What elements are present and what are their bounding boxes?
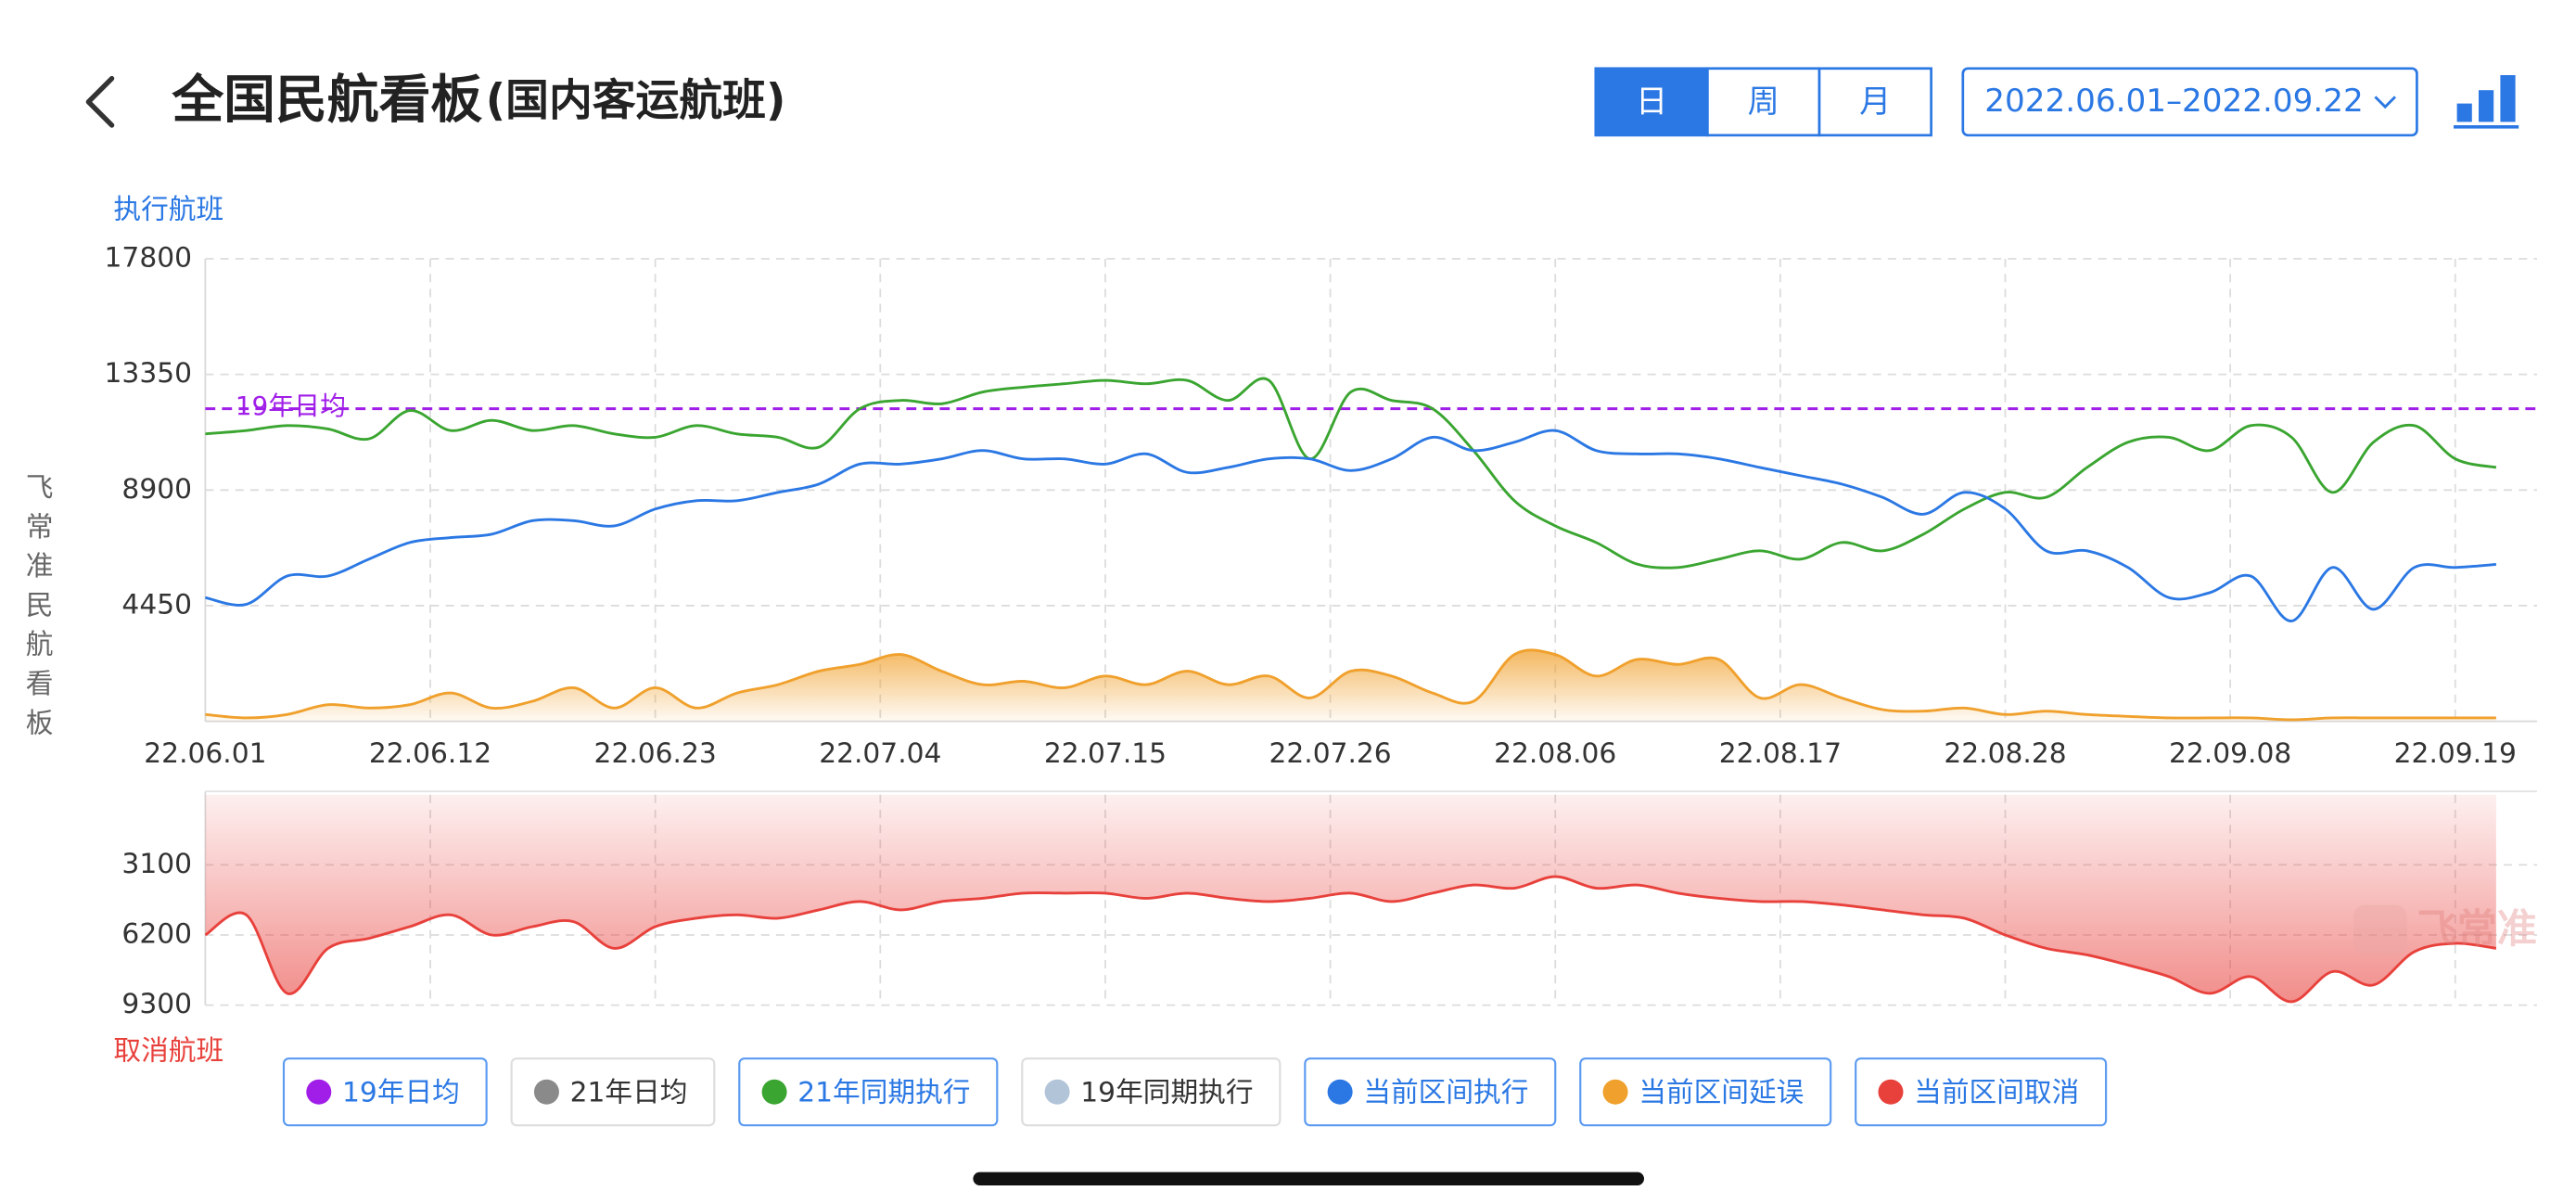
x-tick-label: 22.07.04 bbox=[819, 737, 941, 770]
period-tab[interactable] bbox=[1706, 67, 1821, 137]
period-tab[interactable] bbox=[1817, 67, 1932, 137]
legend-swatch bbox=[306, 1079, 332, 1105]
series-line bbox=[204, 875, 2497, 1004]
y-tick-label: 6200 bbox=[121, 918, 192, 951]
date-picker[interactable] bbox=[1961, 67, 2418, 137]
icon-underline bbox=[2454, 125, 2519, 129]
x-tick-label: 22.06.12 bbox=[369, 737, 491, 770]
legend-item[interactable] bbox=[1855, 1057, 2108, 1127]
watermark-logo bbox=[2353, 904, 2407, 955]
series-line bbox=[205, 648, 2496, 722]
legend-label: 21年日均 bbox=[570, 1077, 688, 1109]
legend-swatch bbox=[533, 1079, 559, 1105]
area-fill bbox=[205, 649, 2496, 722]
side-label: 飞常准民航看板 bbox=[20, 472, 53, 747]
x-tick-label: 22.09.19 bbox=[2394, 737, 2517, 770]
icon-bar bbox=[2500, 75, 2516, 122]
x-tick-label: 22.08.06 bbox=[1494, 737, 1616, 770]
y-tick-label: 8900 bbox=[121, 473, 192, 506]
y-tick-label: 4450 bbox=[121, 588, 192, 621]
y-axis-title: 取消航班 bbox=[113, 1035, 223, 1068]
x-tick-label: 22.08.17 bbox=[1719, 737, 1842, 770]
legend-item[interactable] bbox=[1579, 1057, 1832, 1127]
x-tick-label: 22.06.23 bbox=[594, 737, 717, 770]
x-tick-label: 22.07.26 bbox=[1269, 737, 1391, 770]
legend-item[interactable] bbox=[738, 1057, 999, 1127]
legend-label: 19年日均 bbox=[342, 1077, 460, 1109]
legend-label: 当前区间执行 bbox=[1363, 1077, 1528, 1109]
y-tick-label: 3100 bbox=[121, 848, 192, 880]
legend-item[interactable] bbox=[510, 1057, 716, 1127]
legend-swatch bbox=[761, 1079, 787, 1105]
reference-label: 19年日均 bbox=[236, 391, 346, 421]
legend-swatch bbox=[1878, 1079, 1904, 1105]
series-line bbox=[205, 429, 2496, 622]
legend-label: 19年同期执行 bbox=[1080, 1077, 1253, 1109]
period-tab-label: 周 bbox=[1748, 83, 1779, 121]
watermark: 飞常准 bbox=[2353, 904, 2537, 955]
legend-swatch bbox=[1602, 1079, 1628, 1105]
x-tick-label: 22.06.01 bbox=[144, 737, 266, 770]
y-tick-label: 17800 bbox=[105, 242, 192, 275]
charts: 4450 8900 13350 17800 执行航班 22.06.01 22.06.12 22… bbox=[105, 193, 2538, 1068]
icon-bar bbox=[2456, 103, 2472, 122]
period-tab-label: 日 bbox=[1636, 83, 1667, 121]
legend-swatch bbox=[1327, 1079, 1353, 1105]
y-tick-label: 9300 bbox=[121, 988, 192, 1020]
series-line bbox=[205, 377, 2497, 570]
area-fill bbox=[205, 794, 2496, 1002]
period-tabs: 日周月 bbox=[1594, 67, 1932, 137]
home-indicator bbox=[973, 1172, 1645, 1186]
icon-bar bbox=[2479, 90, 2494, 122]
back-button[interactable] bbox=[85, 75, 115, 128]
legend: 19年日均 21年日均 21年同期执行 19年同期执行 当前区间执行 当前区间延误 当前区间… bbox=[282, 1057, 2108, 1127]
subtitle: (国内客运航班) bbox=[486, 76, 786, 126]
date-range: 2022.06.01–2022.09.22 bbox=[1984, 83, 2364, 120]
x-tick-label: 22.07.15 bbox=[1044, 737, 1167, 770]
y-tick-label: 13350 bbox=[105, 357, 192, 390]
legend-item[interactable] bbox=[282, 1057, 488, 1127]
dropdown-chevron bbox=[2374, 96, 2397, 109]
chart-icon[interactable] bbox=[2454, 75, 2519, 129]
legend-item[interactable] bbox=[1304, 1057, 1557, 1127]
x-tick-label: 22.09.08 bbox=[2169, 737, 2291, 770]
legend-item[interactable] bbox=[1021, 1057, 1282, 1127]
period-tab-label: 月 bbox=[1859, 83, 1891, 121]
legend-label: 21年同期执行 bbox=[797, 1077, 970, 1109]
title: 全国民航看板 bbox=[171, 70, 482, 131]
legend-label: 当前区间取消 bbox=[1914, 1077, 2079, 1109]
watermark-text: 飞常准 bbox=[2417, 906, 2537, 953]
legend-label: 当前区间延误 bbox=[1639, 1077, 1804, 1109]
legend-swatch bbox=[1044, 1079, 1070, 1105]
y-axis-title: 执行航班 bbox=[113, 193, 223, 225]
x-tick-label: 22.08.28 bbox=[1944, 737, 2066, 770]
